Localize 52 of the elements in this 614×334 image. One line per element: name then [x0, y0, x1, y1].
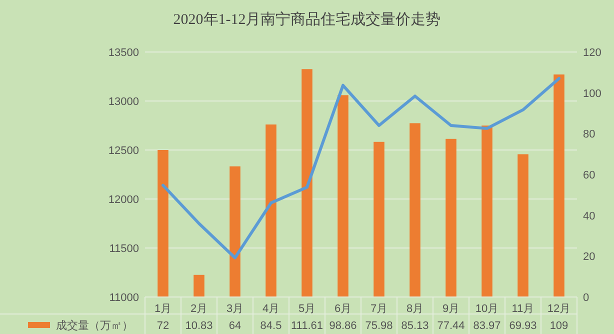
bar [302, 69, 312, 297]
data-label: 109 [550, 320, 568, 332]
data-label: 75.98 [365, 320, 393, 332]
data-label: 69.93 [509, 320, 537, 332]
y-tick-label: 13500 [108, 47, 139, 59]
legend-label: 成交量（万㎡） [56, 319, 133, 332]
y-tick-label: 11500 [109, 243, 139, 255]
data-label: 10.83 [185, 320, 213, 332]
bar [446, 138, 456, 297]
bar [518, 154, 528, 297]
bar [158, 150, 168, 297]
y2-tick-label: 120 [583, 47, 602, 59]
x-tick-label: 1月 [154, 303, 172, 315]
y2-tick-label: 0 [583, 292, 590, 304]
x-tick-label: 2月 [190, 303, 208, 315]
data-label: 111.61 [290, 320, 324, 332]
x-tick-label: 12月 [547, 303, 571, 315]
x-tick-label: 5月 [298, 303, 316, 315]
x-tick-label: 3月 [226, 303, 244, 315]
data-label: 84.5 [260, 320, 282, 332]
x-tick-label: 11月 [512, 303, 534, 315]
bar [410, 123, 420, 297]
data-label: 72 [156, 320, 170, 332]
bar [194, 274, 204, 297]
data-label: 77.44 [437, 320, 465, 332]
x-tick-label: 10月 [475, 303, 499, 315]
data-label: 64 [228, 320, 242, 332]
x-tick-label: 7月 [370, 303, 388, 315]
y-tick-label: 12000 [108, 194, 139, 206]
line-series [162, 76, 560, 260]
chart-title: 2020年1-12月南宁商品住宅成交量价走势 [173, 11, 441, 28]
y2-tick-label: 80 [583, 128, 596, 141]
bar [266, 124, 276, 297]
x-tick-label: 8月 [406, 303, 424, 315]
y-tick-label: 12500 [108, 145, 139, 157]
y2-tick-label: 60 [583, 170, 596, 182]
bar [554, 74, 564, 297]
data-label: 83.97 [473, 320, 501, 332]
y2-tick-label: 100 [583, 88, 602, 100]
bar [374, 142, 384, 297]
x-tick-label: 4月 [262, 303, 280, 315]
data-label: 85.13 [401, 320, 429, 332]
y-tick-label: 11000 [109, 292, 139, 304]
bar [230, 166, 240, 297]
x-tick-label: 6月 [334, 303, 352, 315]
x-tick-label: 9月 [442, 303, 460, 315]
bar [482, 126, 492, 297]
data-label: 98.86 [329, 320, 357, 332]
y2-tick-label: 40 [583, 210, 596, 222]
y2-tick-label: 20 [583, 251, 596, 264]
bar [338, 95, 348, 297]
y-tick-label: 13000 [108, 96, 139, 108]
